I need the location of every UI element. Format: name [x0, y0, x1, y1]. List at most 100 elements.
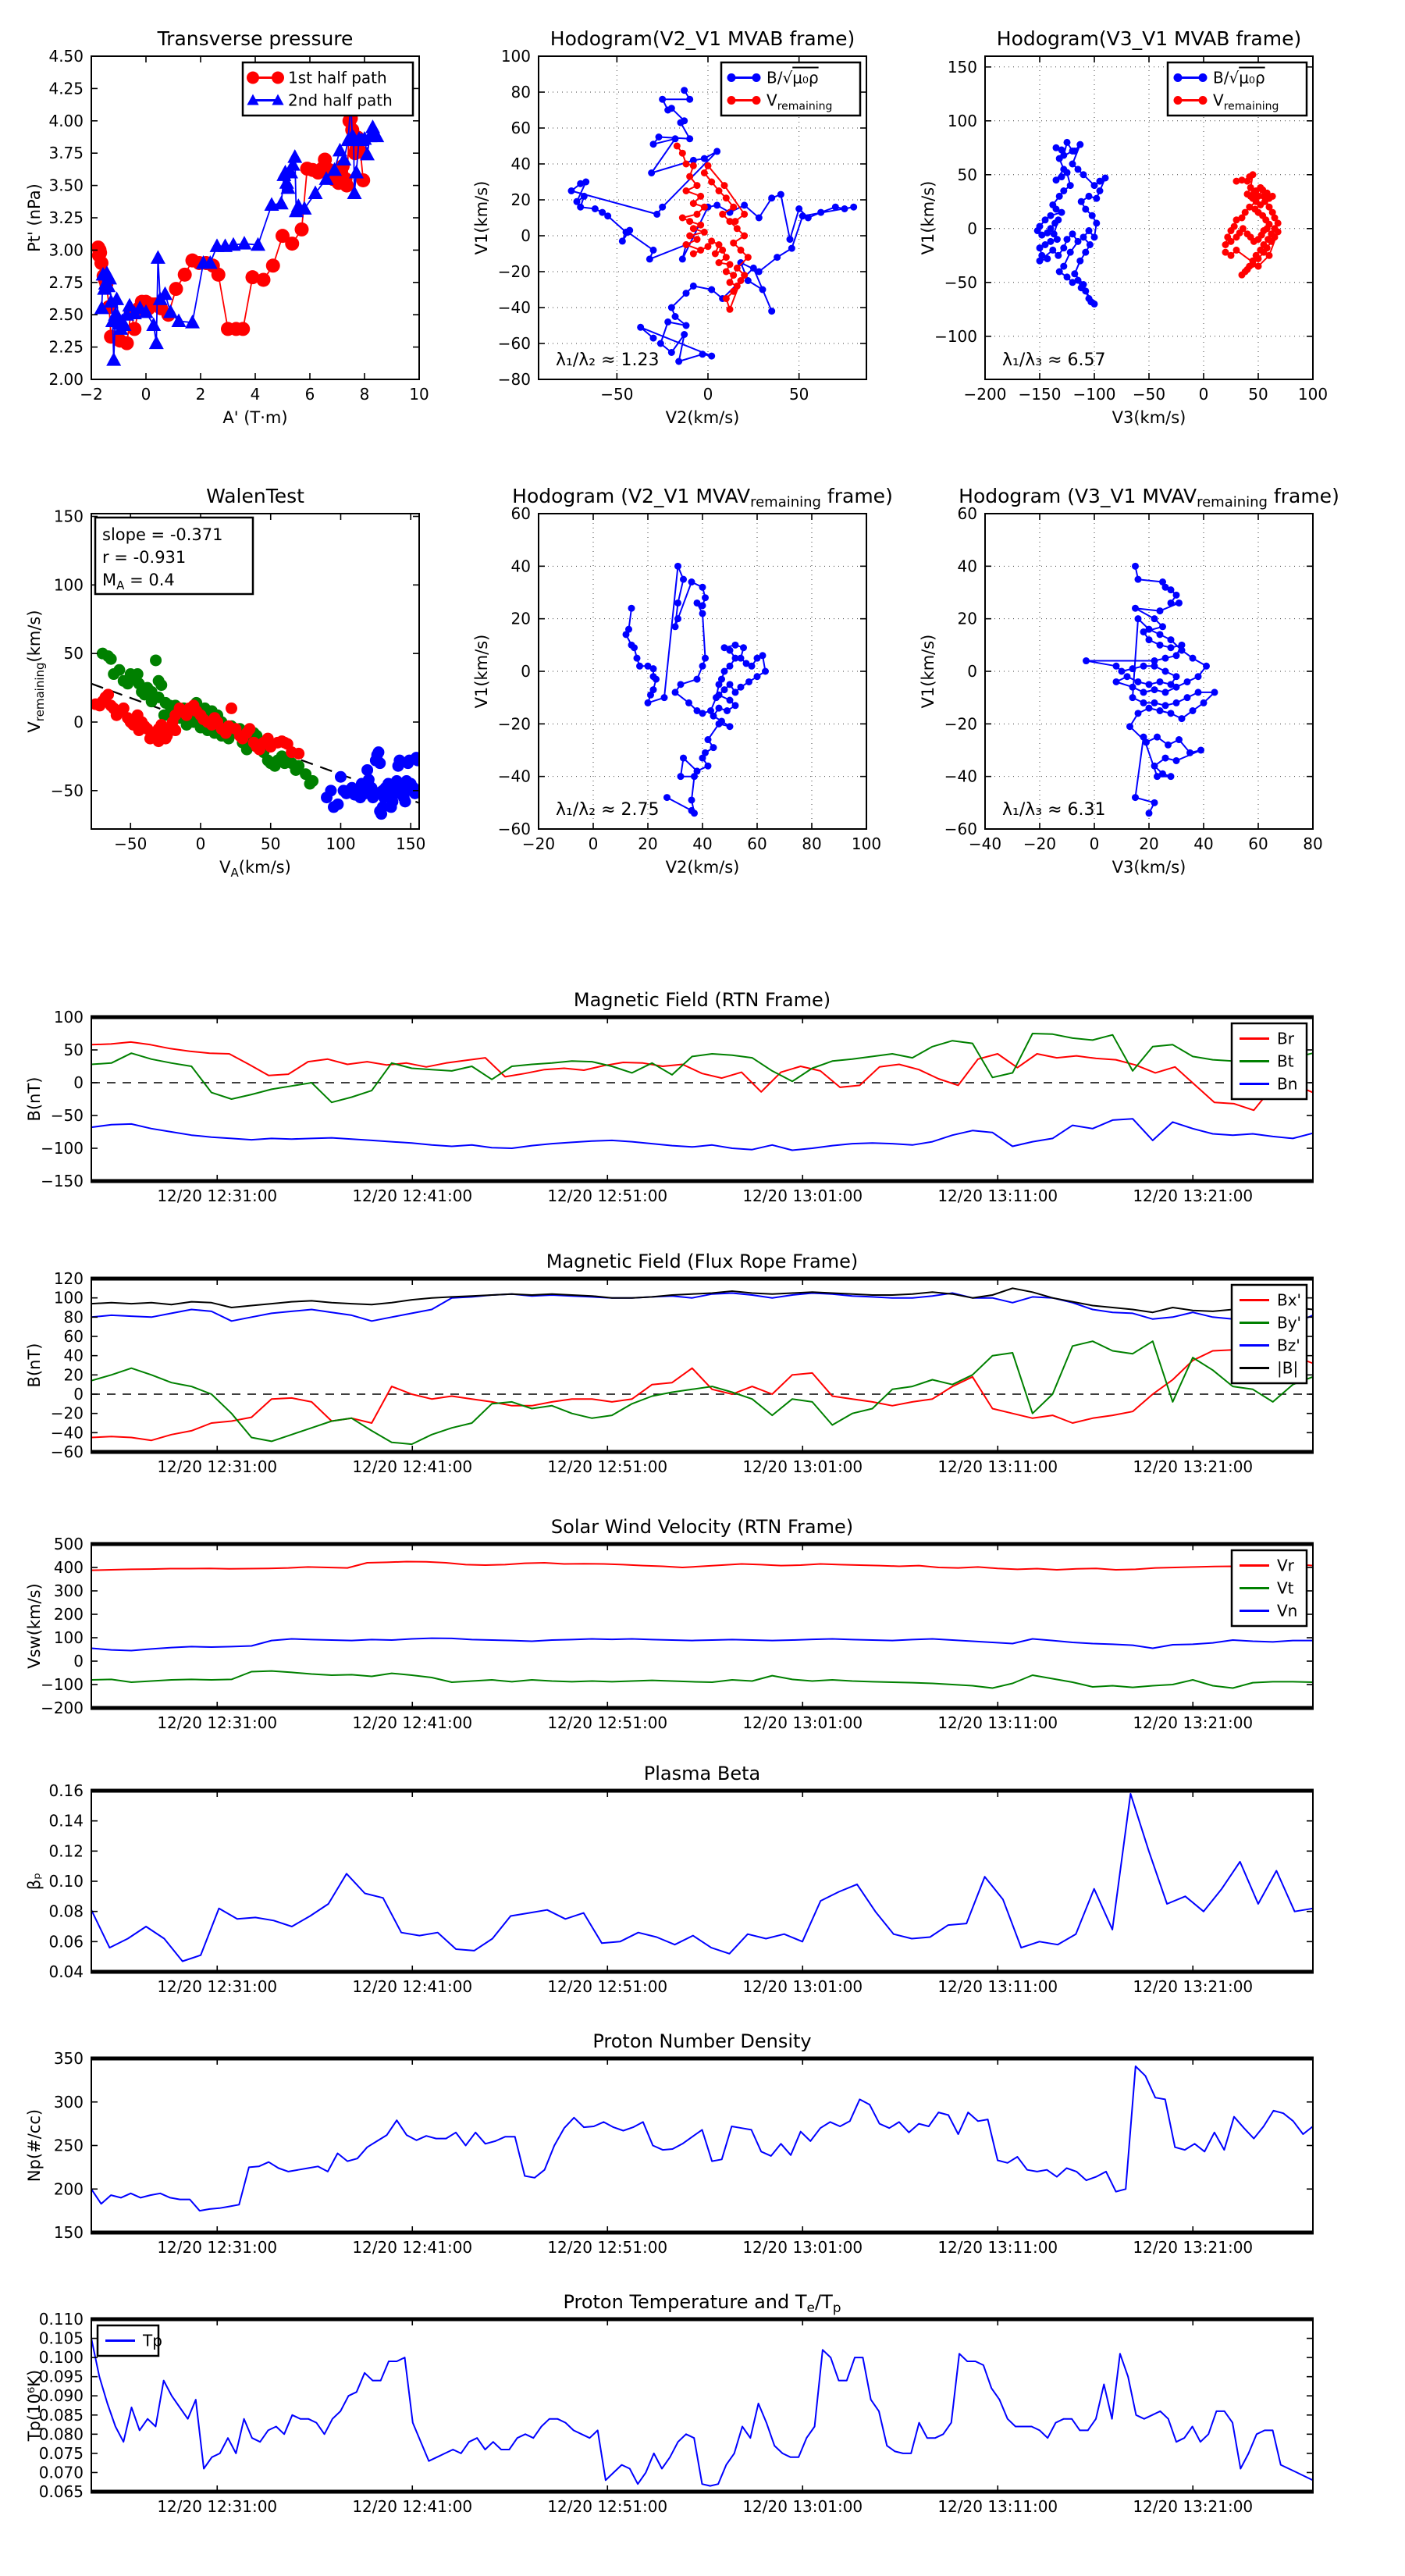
svg-text:20: 20 [64, 1365, 84, 1384]
svg-text:Tp: Tp [142, 2332, 162, 2350]
svg-text:12/20 12:41:00: 12/20 12:41:00 [352, 1977, 472, 1996]
svg-text:100: 100 [948, 112, 977, 130]
svg-text:−100: −100 [41, 1675, 84, 1694]
svg-text:−60: −60 [498, 334, 531, 353]
svg-text:100: 100 [54, 1008, 84, 1026]
svg-text:−50: −50 [51, 781, 84, 800]
svg-text:Bn: Bn [1277, 1075, 1297, 1094]
svg-text:0.10: 0.10 [48, 1872, 84, 1891]
svg-text:−80: −80 [498, 370, 531, 389]
svg-text:12/20 13:11:00: 12/20 13:11:00 [937, 2497, 1058, 2516]
svg-text:−20: −20 [51, 1404, 84, 1423]
svg-text:0.04: 0.04 [48, 1962, 84, 1981]
svg-text:60: 60 [747, 834, 767, 853]
svg-text:12/20 12:31:00: 12/20 12:31:00 [157, 1977, 277, 1996]
svg-text:−60: −60 [944, 820, 977, 838]
svg-text:0.14: 0.14 [48, 1812, 84, 1831]
svg-text:12/20 12:31:00: 12/20 12:31:00 [157, 1187, 277, 1205]
svg-text:80: 80 [64, 1308, 84, 1326]
svg-text:12/20 13:01:00: 12/20 13:01:00 [742, 1187, 863, 1205]
svg-text:50: 50 [64, 644, 84, 663]
svg-text:100: 100 [852, 834, 881, 853]
svg-text:−100: −100 [41, 1139, 84, 1158]
svg-text:Vt: Vt [1277, 1579, 1294, 1598]
svg-text:20: 20 [511, 190, 531, 209]
svg-text:2.25: 2.25 [48, 338, 84, 357]
svg-text:0.065: 0.065 [39, 2482, 84, 2501]
proton-temperature-chart: 12/20 12:31:00 12/20 12:41:00 12/20 12:51:… [25, 2291, 1314, 2516]
svg-text:2.75: 2.75 [48, 273, 84, 292]
svg-text:50: 50 [958, 165, 977, 184]
svg-text:12/20 13:01:00: 12/20 13:01:00 [742, 2497, 863, 2516]
solar-wind-velocity-chart: 12/20 12:31:00 12/20 12:41:00 12/20 12:51:… [25, 1516, 1314, 1732]
magnetic-field-rtn-chart: 12/20 12:31:00 12/20 12:41:00 12/20 12:51:… [25, 989, 1314, 1205]
svg-text:0.070: 0.070 [39, 2463, 84, 2482]
svg-text:12/20 12:41:00: 12/20 12:41:00 [352, 2497, 472, 2516]
svg-text:−20: −20 [522, 834, 555, 853]
svg-text:λ₁/λ₃ ≈ 6.57: λ₁/λ₃ ≈ 6.57 [1002, 350, 1106, 370]
svg-text:Transverse pressure: Transverse pressure [157, 27, 354, 50]
svg-text:40: 40 [511, 557, 531, 575]
svg-text:Tp(10⁶K): Tp(10⁶K) [25, 2370, 44, 2442]
hodogram-v2v1-mvab-chart: −50 0 50 −80 −60 −40 −20 0 20 40 60 80 100 Hodogram(V… [472, 27, 867, 427]
svg-text:50: 50 [789, 385, 809, 404]
svg-text:−40: −40 [969, 834, 1001, 853]
svg-text:100: 100 [54, 1628, 84, 1647]
svg-text:Solar Wind Velocity (RTN Frame: Solar Wind Velocity (RTN Frame) [551, 1516, 853, 1538]
hodogram-v3v1-mvab-chart: −200 −150 −100 −50 0 50 100 −100 −50 0 50 100 150 Hod… [919, 27, 1328, 427]
svg-text:0.06: 0.06 [48, 1932, 84, 1951]
svg-text:250: 250 [54, 2137, 84, 2155]
proton-number-density-chart: 12/20 12:31:00 12/20 12:41:00 12/20 12:51:… [25, 2030, 1314, 2257]
svg-text:Np(#/cc): Np(#/cc) [25, 2109, 44, 2182]
svg-text:50: 50 [261, 834, 280, 853]
svg-text:Proton Temperature and Te/Tp: Proton Temperature and Te/Tp [563, 2291, 841, 2316]
svg-text:60: 60 [511, 119, 531, 137]
svg-text:B/√μ₀ρ: B/√μ₀ρ [1213, 69, 1265, 87]
svg-text:0.080: 0.080 [39, 2425, 84, 2443]
svg-text:0: 0 [1199, 385, 1209, 404]
svg-text:4: 4 [251, 385, 261, 404]
svg-text:12/20 13:01:00: 12/20 13:01:00 [742, 1977, 863, 1996]
svg-text:V2(km/s): V2(km/s) [666, 408, 740, 427]
svg-text:Proton Number Density: Proton Number Density [592, 2030, 811, 2052]
svg-text:0.100: 0.100 [39, 2348, 84, 2367]
svg-text:50: 50 [64, 1041, 84, 1059]
svg-text:40: 40 [511, 155, 531, 173]
svg-text:80: 80 [511, 83, 531, 101]
svg-text:0: 0 [967, 219, 977, 238]
svg-text:0: 0 [1090, 834, 1100, 853]
svg-text:−50: −50 [1133, 385, 1165, 404]
svg-text:−40: −40 [944, 767, 977, 786]
svg-text:12/20 13:01:00: 12/20 13:01:00 [742, 1713, 863, 1732]
svg-text:B(nT): B(nT) [25, 1343, 44, 1388]
svg-text:0.105: 0.105 [39, 2329, 84, 2348]
svg-text:r = -0.931: r = -0.931 [102, 548, 186, 567]
svg-text:60: 60 [1248, 834, 1268, 853]
svg-text:By': By' [1277, 1314, 1301, 1332]
svg-text:40: 40 [958, 557, 977, 575]
svg-text:0.08: 0.08 [48, 1902, 84, 1921]
svg-text:0.095: 0.095 [39, 2368, 84, 2386]
svg-text:100: 100 [54, 575, 84, 594]
svg-text:150: 150 [54, 507, 84, 526]
svg-text:λ₁/λ₂ ≈ 1.23: λ₁/λ₂ ≈ 1.23 [556, 350, 660, 370]
svg-text:60: 60 [958, 504, 977, 523]
svg-text:3.50: 3.50 [48, 176, 84, 195]
svg-text:12/20 12:51:00: 12/20 12:51:00 [547, 2238, 667, 2257]
svg-text:2.00: 2.00 [48, 370, 84, 389]
svg-text:80: 80 [1303, 834, 1322, 853]
svg-text:20: 20 [638, 834, 657, 853]
svg-text:200: 200 [54, 1605, 84, 1624]
svg-text:12/20 12:51:00: 12/20 12:51:00 [547, 1187, 667, 1205]
svg-text:300: 300 [54, 2093, 84, 2112]
svg-text:60: 60 [64, 1327, 84, 1346]
svg-text:−150: −150 [1019, 385, 1062, 404]
transverse-pressure-chart: −2 0 2 4 6 8 10 2.00 2.25 2.50 2.75 3.00 3.25 3.50 3.7… [25, 27, 429, 427]
svg-text:Bz': Bz' [1277, 1336, 1300, 1355]
svg-text:0: 0 [589, 834, 599, 853]
svg-text:V1(km/s): V1(km/s) [472, 635, 491, 709]
svg-text:MA = 0.4: MA = 0.4 [102, 571, 175, 592]
svg-text:−60: −60 [498, 820, 531, 838]
svg-text:150: 150 [54, 2223, 84, 2242]
